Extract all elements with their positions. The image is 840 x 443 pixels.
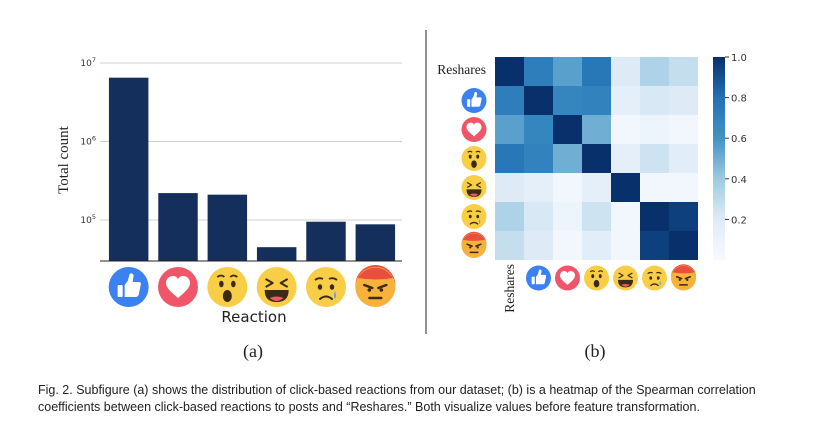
heatmap-cell-sad-sad	[640, 202, 669, 231]
heatmap-cell-angry-Reshares	[495, 231, 524, 260]
heatmap-cell-love-Reshares	[495, 115, 524, 144]
heatmap-row-sad-face-icon	[461, 204, 487, 229]
heatmap-cell-wow-haha	[611, 144, 640, 173]
colorbar-tick-label: 0.8	[731, 94, 747, 105]
bar-chart-xtick-angry-face-icon	[355, 265, 396, 307]
heatmap-cell-haha-haha	[611, 173, 640, 202]
bar-wow	[207, 194, 248, 261]
bar-chart-xtick-wow-face-icon	[207, 267, 248, 307]
heatmap-cell-Reshares-sad	[640, 57, 669, 86]
heatmap-cell-wow-wow	[582, 144, 611, 173]
heatmap-cell-sad-Reshares	[495, 202, 524, 231]
heatmap-row-label-reshares: Reshares	[437, 62, 486, 77]
colorbar-tick-label: 0.6	[731, 134, 747, 145]
heatmap-col-wow-face-icon	[584, 265, 609, 291]
bar-love	[158, 193, 198, 261]
heatmap-cell-sad-angry	[669, 202, 698, 231]
subfigure-b-label: (b)	[585, 341, 606, 362]
heatmap-row-angry-face-icon	[461, 231, 487, 258]
colorbar-tick-label: 0.4	[731, 175, 747, 186]
heatmap-col-heart-icon	[555, 265, 580, 291]
heatmap-cell-angry-haha	[611, 231, 640, 260]
heatmap-cell-like-angry	[669, 86, 698, 115]
bar-chart-xtick-heart-icon	[158, 267, 198, 307]
heatmap-cell-love-love	[553, 115, 582, 144]
bar-chart-ytick: 107	[80, 56, 96, 69]
bar-chart-xtick-thumbs-up-icon	[108, 267, 149, 307]
figure-caption: Fig. 2. Subfigure (a) shows the distribu…	[38, 383, 756, 414]
heatmap-cell-angry-like	[524, 231, 553, 260]
heatmap-cell-like-sad	[640, 86, 669, 115]
heatmap-cell-wow-sad	[640, 144, 669, 173]
heatmap-cell-Reshares-Reshares	[495, 57, 524, 86]
heatmap-cell-love-angry	[669, 115, 698, 144]
heatmap-row-heart-icon	[461, 117, 487, 142]
heatmap-cell-angry-wow	[582, 231, 611, 260]
bar-chart-ytick: 106	[80, 134, 96, 147]
heatmap-cell-love-wow	[582, 115, 611, 144]
heatmap-cell-sad-haha	[611, 202, 640, 231]
heatmap-col-haha-face-icon	[613, 265, 638, 291]
heatmap-cell-love-haha	[611, 115, 640, 144]
colorbar	[713, 57, 725, 260]
heatmap-chart: Reshares Reshares 1.0 0.8 0.6 0.4 0.2	[437, 53, 747, 313]
heatmap-cell-wow-like	[524, 144, 553, 173]
heatmap-cell-haha-wow	[582, 173, 611, 202]
bar-chart-xlabel: Reaction	[221, 308, 286, 326]
heatmap-cell-like-wow	[582, 86, 611, 115]
heatmap-cell-haha-love	[553, 173, 582, 202]
heatmap-cell-like-haha	[611, 86, 640, 115]
heatmap-row-thumbs-up-icon	[461, 88, 487, 113]
heatmap-cell-Reshares-like	[524, 57, 553, 86]
heatmap-cell-like-Reshares	[495, 86, 524, 115]
heatmap-cell-sad-like	[524, 202, 553, 231]
bar-sad	[306, 221, 346, 261]
bar-chart-xtick-sad-face-icon	[306, 267, 346, 307]
bar-chart: Total count Reaction 107 106 105	[56, 56, 402, 326]
heatmap-cell-haha-Reshares	[495, 173, 524, 202]
heatmap-cell-haha-angry	[669, 173, 698, 202]
bar-haha	[256, 247, 297, 261]
heatmap-cell-angry-sad	[640, 231, 669, 260]
heatmap-cell-Reshares-wow	[582, 57, 611, 86]
heatmap-col-angry-face-icon	[671, 264, 696, 291]
heatmap-cell-Reshares-angry	[669, 57, 698, 86]
heatmap-cell-wow-love	[553, 144, 582, 173]
heatmap-cell-sad-love	[553, 202, 582, 231]
heatmap-row-wow-face-icon	[461, 146, 487, 171]
bar-chart-ylabel: Total count	[56, 125, 72, 194]
bar-chart-xtick-haha-face-icon	[256, 267, 297, 307]
colorbar-tick-label: 0.2	[731, 215, 747, 226]
heatmap-cell-Reshares-haha	[611, 57, 640, 86]
heatmap-cell-sad-wow	[582, 202, 611, 231]
heatmap-cell-haha-like	[524, 173, 553, 202]
heatmap-cell-love-like	[524, 115, 553, 144]
heatmap-row-haha-face-icon	[461, 175, 487, 200]
heatmap-cell-wow-Reshares	[495, 144, 524, 173]
heatmap-col-thumbs-up-icon	[526, 265, 551, 291]
heatmap-cell-love-sad	[640, 115, 669, 144]
heatmap-cell-angry-angry	[669, 231, 698, 260]
bar-chart-ytick: 105	[80, 213, 96, 226]
bar-like	[108, 77, 149, 261]
heatmap-cell-like-like	[524, 86, 553, 115]
bar-angry	[355, 224, 396, 261]
heatmap-col-label-reshares: Reshares	[502, 264, 517, 313]
heatmap-cell-angry-love	[553, 231, 582, 260]
heatmap-col-sad-face-icon	[642, 265, 667, 291]
colorbar-tick-label: 1.0	[731, 53, 747, 64]
heatmap-cell-Reshares-love	[553, 57, 582, 86]
heatmap-cell-haha-sad	[640, 173, 669, 202]
subfigure-a-label: (a)	[243, 341, 263, 362]
heatmap-cell-like-love	[553, 86, 582, 115]
heatmap-cell-wow-angry	[669, 144, 698, 173]
